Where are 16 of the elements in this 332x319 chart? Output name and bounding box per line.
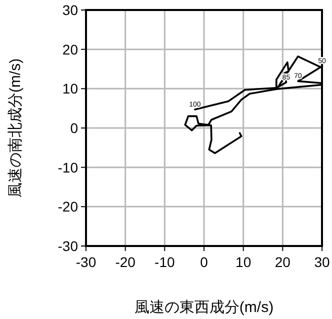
y-tick-label: -30 <box>58 238 78 254</box>
y-tick-label: 30 <box>62 2 78 18</box>
x-tick-label: -20 <box>115 254 136 270</box>
x-axis-title: 風速の東西成分(m/s) <box>134 299 274 316</box>
x-tick-label: -30 <box>76 254 96 270</box>
x-tick-label: 20 <box>274 254 291 270</box>
y-tick-label: -10 <box>58 159 78 176</box>
y-tick-label: 20 <box>62 41 78 58</box>
y-tick-label: -20 <box>58 198 78 215</box>
x-tick-label: -10 <box>154 254 175 270</box>
y-tick-label: 0 <box>70 120 78 136</box>
x-tick-label: 10 <box>236 254 252 270</box>
y-axis-title: 風速の南北成分(m/s) <box>7 58 24 198</box>
x-tick-label: 30 <box>314 254 330 270</box>
y-tick-label: 10 <box>62 80 78 97</box>
x-tick-label: 0 <box>200 254 208 270</box>
